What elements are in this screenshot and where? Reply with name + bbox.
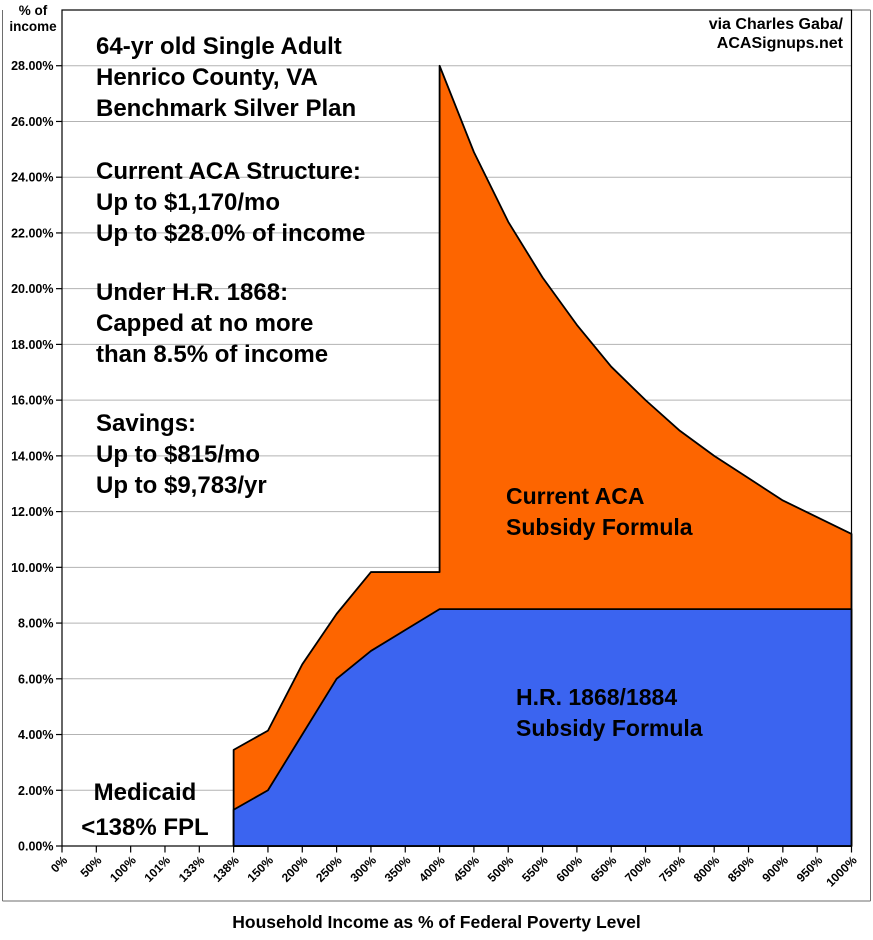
y-tick-label: 24.00% (11, 171, 53, 185)
x-tick-label: 600% (553, 853, 585, 885)
y-tick-label: 10.00% (11, 561, 53, 575)
y-tick-label: 26.00% (11, 115, 53, 129)
orange-series-label: Current ACA Subsidy Formula (506, 481, 693, 543)
y-tick-label: 2.00% (18, 784, 53, 798)
series-label-line: Current ACA (506, 483, 645, 509)
x-tick-label: 250% (313, 853, 345, 885)
x-tick-label: 700% (622, 853, 654, 885)
annotation-line: Savings: (96, 410, 197, 437)
y-axis-unit-line: income (9, 19, 57, 34)
x-tick-label: 850% (725, 853, 757, 885)
y-axis-unit-line: % of (18, 3, 48, 18)
x-tick-label: 101% (141, 853, 173, 885)
y-axis-unit-label: % of income (5, 3, 61, 35)
y-tick-label: 28.00% (11, 59, 53, 73)
x-tick-label: 0% (48, 853, 70, 875)
annotation-line: Up to $1,170/mo (96, 189, 281, 216)
x-tick-label: 1000% (823, 853, 860, 890)
y-tick-label: 4.00% (18, 728, 53, 742)
y-tick-label: 14.00% (11, 449, 53, 463)
annotation-line: 64-yr old Single Adult (96, 33, 342, 60)
y-tick-label: 22.00% (11, 226, 53, 240)
blue-series-label: H.R. 1868/1884 Subsidy Formula (516, 682, 703, 744)
x-tick-label: 750% (656, 853, 688, 885)
y-tick-label: 12.00% (11, 505, 53, 519)
x-tick-label: 200% (279, 853, 311, 885)
medicaid-label-line: Medicaid (93, 779, 197, 806)
hr1868-area (232, 608, 853, 847)
medicaid-region-label: Medicaid <138% FPL (71, 775, 219, 845)
attribution: via Charles Gaba/ ACASignups.net (709, 15, 843, 53)
annotation-line: Up to $815/mo (96, 441, 261, 468)
x-tick-label: 650% (588, 853, 620, 885)
x-tick-label: 400% (416, 853, 448, 885)
y-tick-label: 18.00% (11, 338, 53, 352)
x-tick-label: 800% (691, 853, 723, 885)
x-tick-label: 950% (794, 853, 826, 885)
x-tick-label: 550% (519, 853, 551, 885)
annotation-hr1868: Under H.R. 1868: Capped at no more than … (96, 277, 328, 370)
x-tick-label: 450% (450, 853, 482, 885)
annotation-line: Up to $28.0% of income (96, 220, 366, 247)
x-tick-label: 350% (382, 853, 414, 885)
medicaid-label-line: <138% FPL (81, 814, 209, 841)
x-tick-label: 100% (107, 853, 139, 885)
x-axis-title: Household Income as % of Federal Poverty… (232, 912, 641, 932)
annotation-line: Benchmark Silver Plan (96, 95, 357, 122)
attribution-line: via Charles Gaba/ (708, 16, 843, 33)
x-tick-label: 138% (210, 853, 242, 885)
annotation-savings: Savings: Up to $815/mo Up to $9,783/yr (96, 408, 267, 501)
annotation-scenario: 64-yr old Single Adult Henrico County, V… (96, 31, 356, 124)
y-tick-label: 6.00% (18, 672, 53, 686)
annotation-line: Up to $9,783/yr (96, 472, 267, 499)
series-label-line: H.R. 1868/1884 (516, 684, 678, 710)
x-tick-label: 500% (485, 853, 517, 885)
x-tick-label: 900% (759, 853, 791, 885)
annotation-current-aca: Current ACA Structure: Up to $1,170/mo U… (96, 156, 365, 249)
series-label-line: Subsidy Formula (516, 715, 703, 741)
y-tick-label: 20.00% (11, 282, 53, 296)
y-tick-label: 8.00% (18, 617, 53, 631)
series-label-line: Subsidy Formula (506, 514, 693, 540)
annotation-line: Under H.R. 1868: (96, 279, 289, 306)
x-tick-label: 300% (347, 853, 379, 885)
x-tick-label: 50% (78, 853, 105, 880)
attribution-line: ACASignups.net (716, 35, 843, 52)
annotation-line: Henrico County, VA (96, 64, 318, 91)
annotation-line: than 8.5% of income (96, 341, 329, 368)
y-tick-label: 16.00% (11, 394, 53, 408)
y-tick-label: 0.00% (18, 840, 53, 854)
annotation-line: Current ACA Structure: (96, 158, 361, 185)
x-tick-label: 133% (176, 853, 208, 885)
annotation-line: Capped at no more (96, 310, 314, 337)
x-tick-label: 150% (244, 853, 276, 885)
plot-border (61, 9, 853, 847)
